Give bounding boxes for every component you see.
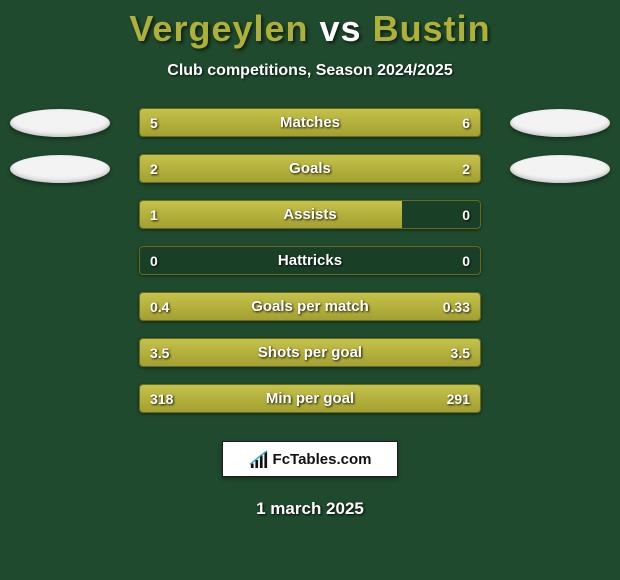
date-text: 1 march 2025	[0, 499, 620, 519]
team-badge-right	[510, 155, 610, 183]
stat-label: Assists	[140, 201, 480, 228]
chart-icon	[249, 450, 269, 468]
stat-label: Shots per goal	[140, 339, 480, 366]
stat-row: 56Matches	[0, 108, 620, 137]
stat-bar: 56Matches	[139, 108, 481, 137]
subtitle: Club competitions, Season 2024/2025	[0, 62, 620, 80]
vs-text: vs	[320, 8, 362, 49]
stat-bar: 0.40.33Goals per match	[139, 292, 481, 321]
stat-row: 0.40.33Goals per match	[0, 292, 620, 321]
stat-label: Matches	[140, 109, 480, 136]
stat-row: 318291Min per goal	[0, 384, 620, 413]
stat-label: Goals	[140, 155, 480, 182]
stat-label: Hattricks	[140, 247, 480, 274]
team-badge-right	[510, 109, 610, 137]
stats-container: 56Matches 22Goals 10Assists 00Hattricks 0.40…	[0, 108, 620, 413]
stat-row: 3.53.5Shots per goal	[0, 338, 620, 367]
stat-label: Goals per match	[140, 293, 480, 320]
team-badge-left	[10, 109, 110, 137]
logo-text: FcTables.com	[273, 451, 372, 468]
player1-name: Vergeylen	[129, 8, 308, 49]
stat-row: 00Hattricks	[0, 246, 620, 275]
stat-label: Min per goal	[140, 385, 480, 412]
stat-bar: 22Goals	[139, 154, 481, 183]
stat-bar: 10Assists	[139, 200, 481, 229]
team-badge-left	[10, 155, 110, 183]
stat-bar: 3.53.5Shots per goal	[139, 338, 481, 367]
stat-bar: 00Hattricks	[139, 246, 481, 275]
fctables-logo[interactable]: FcTables.com	[222, 441, 398, 477]
stat-row: 10Assists	[0, 200, 620, 229]
page-title: Vergeylen vs Bustin	[0, 0, 620, 50]
stat-bar: 318291Min per goal	[139, 384, 481, 413]
stat-row: 22Goals	[0, 154, 620, 183]
player2-name: Bustin	[373, 8, 491, 49]
